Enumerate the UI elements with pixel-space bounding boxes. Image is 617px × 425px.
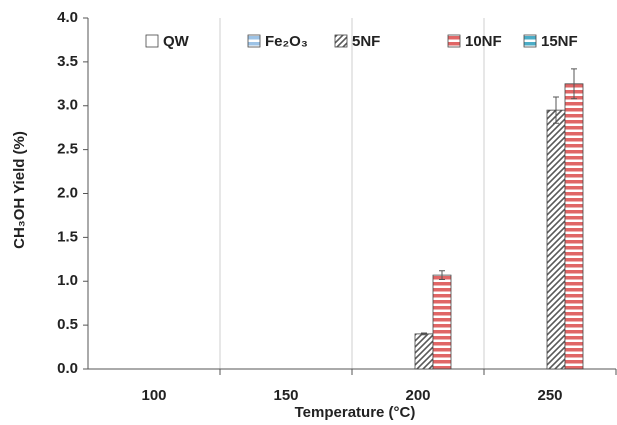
legend-swatch — [334, 34, 348, 48]
x-tick-label: 250 — [537, 387, 562, 404]
x-tick-label: 100 — [141, 387, 166, 404]
error-bar — [439, 270, 445, 280]
error-bar — [553, 96, 559, 124]
bar — [432, 274, 452, 370]
legend-label: QW — [163, 33, 190, 50]
x-axis-title: Temperature (°C) — [295, 404, 416, 421]
x-tick-label: 150 — [273, 387, 298, 404]
error-bar — [421, 332, 427, 336]
legend-swatch — [247, 34, 261, 48]
legend-label: Fe₂O₃ — [265, 33, 308, 50]
y-tick-label: 2.0 — [57, 184, 78, 201]
y-tick-label: 0.0 — [57, 360, 78, 377]
x-tick-label: 200 — [405, 387, 430, 404]
y-tick-label: 0.5 — [57, 316, 78, 333]
bar — [546, 109, 566, 370]
bar — [564, 83, 584, 370]
legend-swatch — [523, 34, 537, 48]
legend-label: 10NF — [465, 33, 502, 50]
y-tick-label: 4.0 — [57, 9, 78, 26]
error-bar — [571, 68, 577, 100]
legend-swatch — [447, 34, 461, 48]
y-tick-label: 1.5 — [57, 228, 78, 245]
y-tick-label: 3.5 — [57, 53, 78, 70]
legend-label: 15NF — [541, 33, 578, 50]
y-tick-label: 1.0 — [57, 272, 78, 289]
legend-label: 5NF — [352, 33, 380, 50]
y-tick-label: 3.0 — [57, 97, 78, 114]
legend-swatch — [145, 34, 159, 48]
bar — [414, 333, 434, 370]
y-tick-label: 2.5 — [57, 141, 78, 158]
y-axis-title: CH₃OH Yield (%) — [11, 131, 28, 249]
